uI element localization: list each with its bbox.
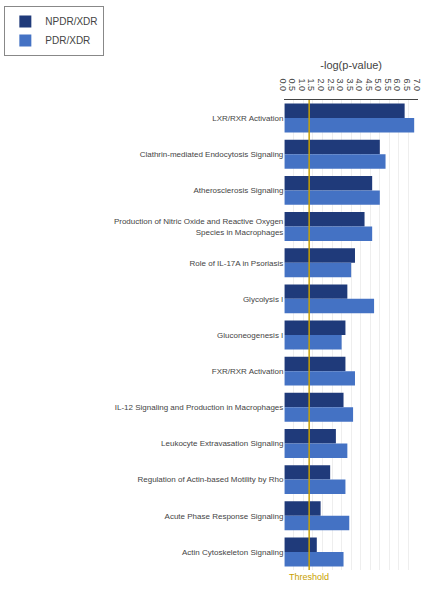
svg-text:NPDR/XDR: NPDR/XDR bbox=[45, 16, 97, 27]
svg-text:2.0: 2.0 bbox=[316, 78, 326, 91]
svg-text:PDR/XDR: PDR/XDR bbox=[45, 35, 90, 46]
svg-text:LXR/RXR Activation: LXR/RXR Activation bbox=[212, 114, 283, 123]
svg-text:5.0: 5.0 bbox=[373, 78, 383, 91]
svg-text:Glycolysis I: Glycolysis I bbox=[243, 295, 283, 304]
svg-text:Atherosclerosis Signaling: Atherosclerosis Signaling bbox=[194, 186, 284, 195]
svg-text:Regulation of Actin-based Moti: Regulation of Actin-based Motility by Rh… bbox=[137, 475, 283, 484]
svg-text:2.5: 2.5 bbox=[326, 78, 336, 91]
svg-text:3.0: 3.0 bbox=[335, 78, 345, 91]
svg-text:-log(p-value): -log(p-value) bbox=[320, 59, 382, 71]
svg-text:0.5: 0.5 bbox=[287, 78, 297, 91]
svg-text:0.0: 0.0 bbox=[278, 78, 288, 91]
svg-text:4.5: 4.5 bbox=[364, 78, 374, 91]
svg-text:Role of IL-17A in Psoriasis: Role of IL-17A in Psoriasis bbox=[190, 258, 284, 267]
svg-text:IL-12 Signaling and Production: IL-12 Signaling and Production in Macrop… bbox=[115, 403, 284, 412]
svg-text:6.0: 6.0 bbox=[392, 78, 402, 91]
svg-text:7.0: 7.0 bbox=[412, 78, 422, 91]
svg-text:1.5: 1.5 bbox=[306, 78, 316, 91]
svg-text:Threshold: Threshold bbox=[289, 572, 329, 582]
svg-text:4.0: 4.0 bbox=[354, 78, 364, 91]
svg-text:Actin Cytoskeleton Signaling: Actin Cytoskeleton Signaling bbox=[182, 548, 283, 557]
svg-text:6.5: 6.5 bbox=[402, 78, 412, 91]
svg-text:1.0: 1.0 bbox=[297, 78, 307, 91]
svg-text:Clathrin-mediated Endocytosis: Clathrin-mediated Endocytosis Signaling bbox=[140, 150, 284, 159]
svg-text:Leukocyte Extravasation Signal: Leukocyte Extravasation Signaling bbox=[161, 439, 283, 448]
svg-text:Production of Nitric Oxide and: Production of Nitric Oxide and Reactive … bbox=[114, 217, 283, 236]
svg-text:Acute Phase Response Signaling: Acute Phase Response Signaling bbox=[165, 512, 284, 521]
svg-text:5.5: 5.5 bbox=[383, 78, 393, 91]
svg-text:FXR/RXR Activation: FXR/RXR Activation bbox=[212, 367, 284, 376]
svg-text:Gluconeogenesis I: Gluconeogenesis I bbox=[217, 331, 283, 340]
svg-text:3.5: 3.5 bbox=[345, 78, 355, 91]
